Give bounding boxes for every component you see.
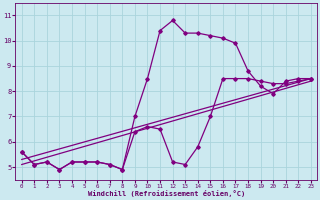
X-axis label: Windchill (Refroidissement éolien,°C): Windchill (Refroidissement éolien,°C): [88, 190, 245, 197]
